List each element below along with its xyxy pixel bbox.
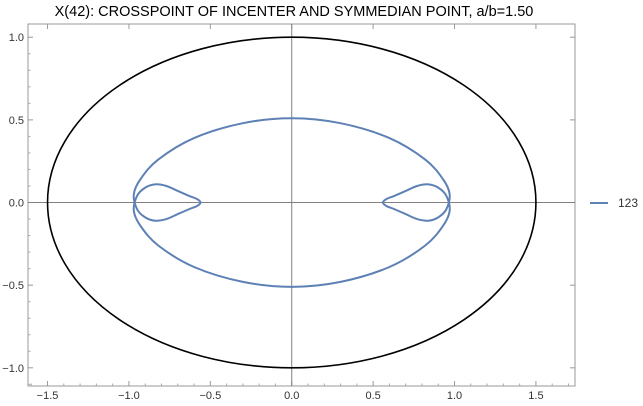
- y-tick-label: −1.0: [2, 363, 24, 375]
- x-tick-label: −1.5: [37, 390, 59, 402]
- plot-frame: [27, 23, 576, 387]
- series-group: [46, 36, 537, 369]
- axis-ticks: −1.5 −1.0 −0.5 0.0 0.5 1.0 1.5 −1.0 −0.5 0.0 0.5 1.…: [2, 24, 575, 402]
- y-tick-label: 1.0: [9, 32, 24, 44]
- x-tick-label: 1.5: [528, 390, 543, 402]
- chart-title: X(42): CROSSPOINT OF INCENTER AND SYMMED…: [55, 4, 534, 20]
- legend: 123: [590, 196, 638, 210]
- series-line-123: [132, 117, 451, 288]
- x-tick-label: −0.5: [199, 390, 221, 402]
- x-tick-label: −1.0: [118, 390, 140, 402]
- x-tick-label: 0.5: [365, 390, 380, 402]
- x-tick-label: 1.0: [447, 390, 462, 402]
- x-tick-label: 0.0: [284, 390, 299, 402]
- outer-ellipse-line: [46, 36, 537, 369]
- y-tick-label: 0.5: [9, 115, 24, 127]
- y-tick-label: −0.5: [2, 280, 24, 292]
- y-tick-label: 0.0: [9, 198, 24, 210]
- legend-label-123: 123: [618, 196, 638, 210]
